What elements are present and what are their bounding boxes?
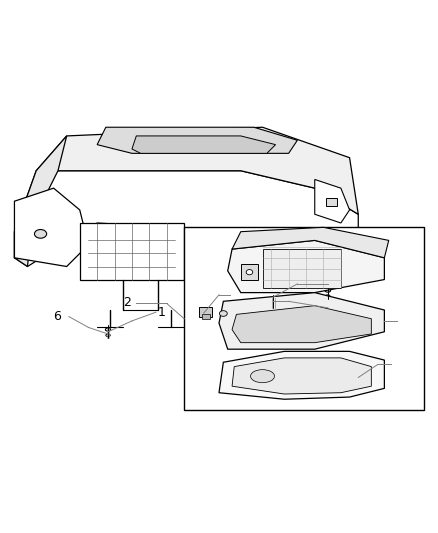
Polygon shape [219, 351, 385, 399]
Text: 1: 1 [157, 306, 165, 319]
Polygon shape [232, 305, 371, 343]
Text: 2: 2 [123, 296, 131, 309]
Ellipse shape [271, 303, 276, 305]
Ellipse shape [325, 295, 330, 297]
Ellipse shape [35, 230, 47, 238]
Bar [199, 307, 212, 317]
Ellipse shape [246, 270, 253, 275]
Polygon shape [14, 171, 358, 266]
Text: 6: 6 [53, 310, 61, 323]
Polygon shape [132, 136, 276, 154]
Polygon shape [36, 127, 358, 214]
Text: 3: 3 [392, 358, 399, 371]
Text: 1: 1 [332, 277, 340, 289]
Text: 6: 6 [332, 301, 340, 314]
Bar [262, 249, 341, 288]
Ellipse shape [325, 289, 331, 292]
Bar [241, 264, 258, 279]
Polygon shape [232, 228, 389, 258]
Ellipse shape [106, 328, 111, 331]
Polygon shape [14, 136, 67, 266]
Polygon shape [315, 180, 350, 223]
Polygon shape [80, 223, 184, 279]
Bar [202, 314, 210, 319]
Text: 4: 4 [398, 314, 406, 327]
Polygon shape [219, 293, 385, 349]
Ellipse shape [271, 297, 276, 301]
Polygon shape [232, 358, 371, 394]
Bar [184, 228, 424, 410]
Polygon shape [228, 240, 385, 293]
Polygon shape [97, 127, 297, 154]
Ellipse shape [219, 311, 227, 316]
Polygon shape [14, 188, 88, 266]
Bar [325, 198, 336, 206]
Ellipse shape [106, 334, 110, 336]
Ellipse shape [251, 370, 275, 383]
Text: 5: 5 [217, 283, 225, 296]
